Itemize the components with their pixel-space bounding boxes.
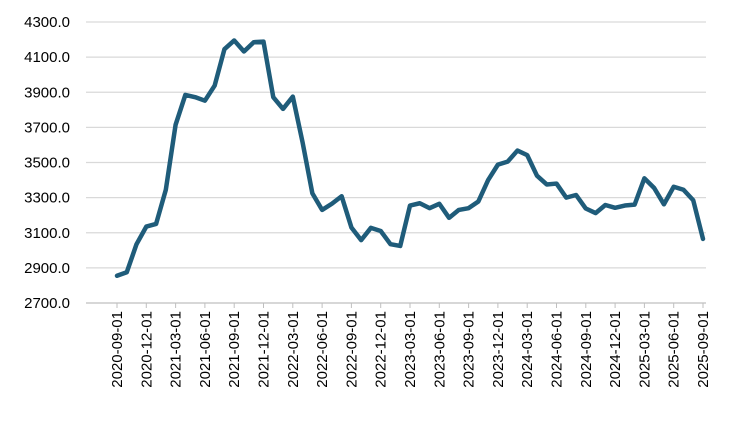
y-tick-label: 2900.0 <box>24 260 70 277</box>
x-tick-label: 2021-09-01 <box>226 311 243 388</box>
y-tick-label: 3700.0 <box>24 119 70 136</box>
x-tick-label: 2023-12-01 <box>490 311 507 388</box>
x-tick-label: 2025-09-01 <box>695 311 712 388</box>
y-tick-label: 4100.0 <box>24 49 70 66</box>
x-tick-label: 2025-06-01 <box>666 311 683 388</box>
x-tick-label: 2025-03-01 <box>636 311 653 388</box>
y-axis-ticks: 2700.0 2900.0 3100.0 3300.0 3500.0 3700.0 3900… <box>24 14 70 312</box>
x-tick-label: 2023-09-01 <box>461 311 478 388</box>
x-tick-label: 2022-12-01 <box>373 311 390 388</box>
x-tick-label: 2021-12-01 <box>256 311 273 388</box>
x-tick-label: 2021-03-01 <box>168 311 185 388</box>
y-tick-label: 3300.0 <box>24 190 70 207</box>
x-tick-label: 2022-09-01 <box>343 311 360 388</box>
x-tick-label: 2022-03-01 <box>285 311 302 388</box>
y-tick-label: 2700.0 <box>24 295 70 312</box>
x-tick-label: 2020-12-01 <box>138 311 155 388</box>
x-tick-label: 2023-03-01 <box>402 311 419 388</box>
x-tick-label: 2021-06-01 <box>197 311 214 388</box>
y-tick-label: 3100.0 <box>24 225 70 242</box>
series-line <box>114 38 706 279</box>
x-tick-label: 2020-09-01 <box>109 311 126 388</box>
x-tick-label: 2023-06-01 <box>431 311 448 388</box>
y-tick-label: 4300.0 <box>24 14 70 31</box>
y-tick-label: 3900.0 <box>24 84 70 101</box>
series-layer <box>114 38 706 279</box>
x-tick-label: 2024-06-01 <box>549 311 566 388</box>
y-tick-label: 3500.0 <box>24 155 70 172</box>
x-tick-label: 2024-03-01 <box>519 311 536 388</box>
gridlines <box>86 21 706 269</box>
x-tick-label: 2024-12-01 <box>607 311 624 388</box>
x-tick-label: 2022-06-01 <box>314 311 331 388</box>
x-axis-ticks: 2020-09-01 2020-12-01 2021-03-01 2021-06-01… <box>109 303 712 388</box>
x-tick-label: 2024-09-01 <box>578 311 595 388</box>
